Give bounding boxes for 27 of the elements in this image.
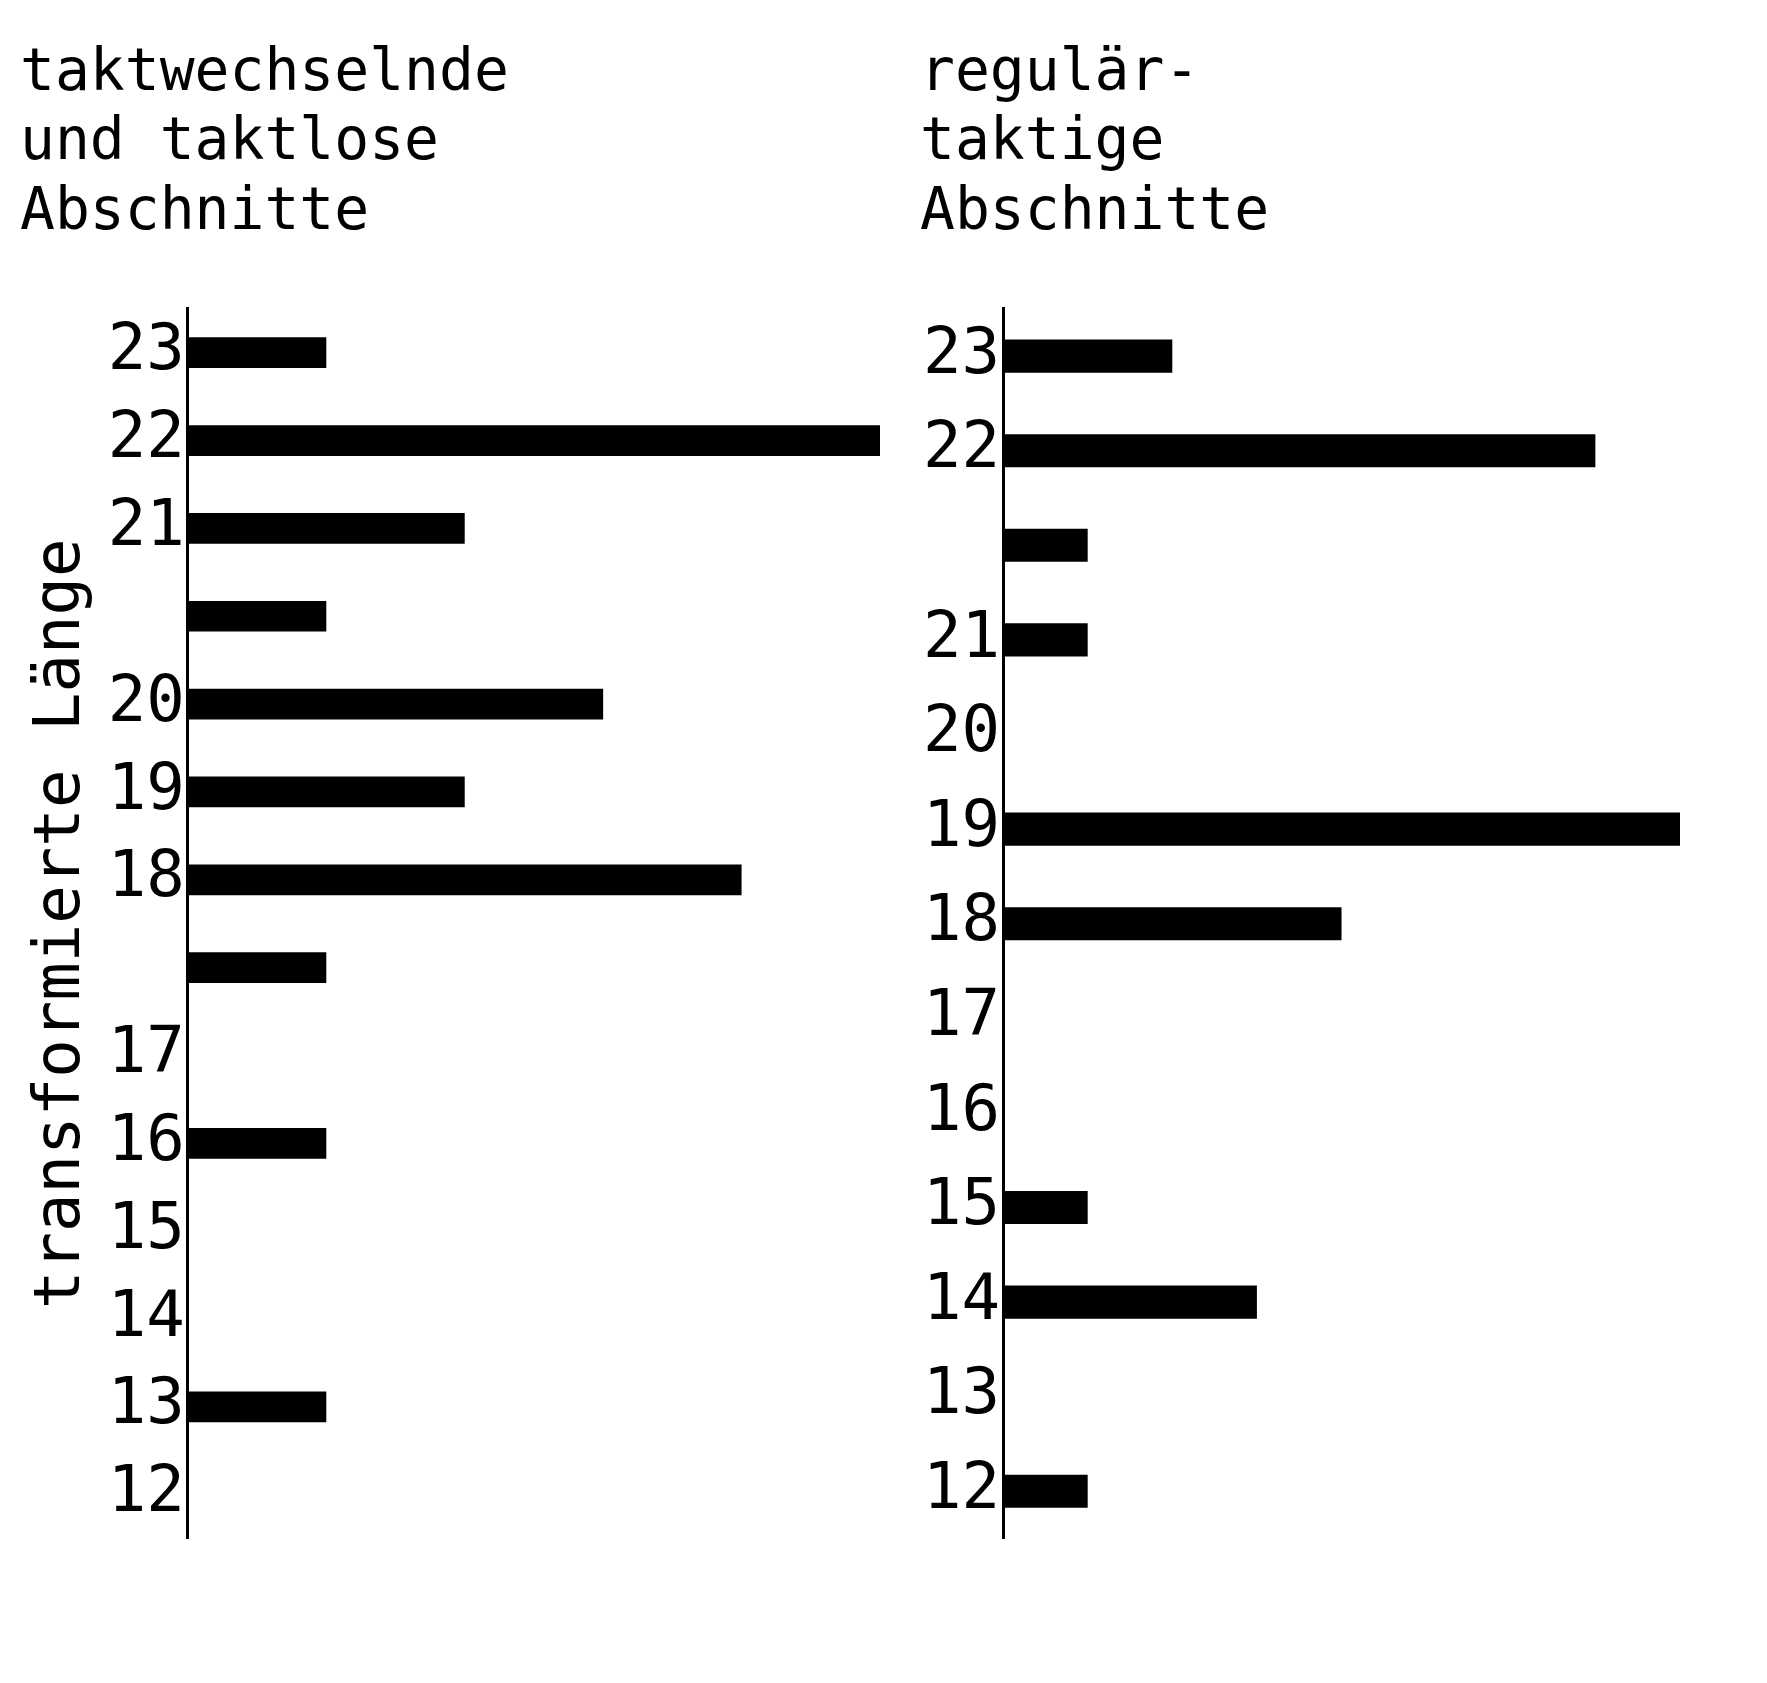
y-tick-label: 19 (107, 749, 185, 824)
y-tick-label: 16 (107, 1100, 185, 1175)
y-tick-label: 22 (923, 408, 1001, 483)
chart-title: regulär- taktige Abschnitte (920, 35, 1270, 244)
y-tick-label: 20 (923, 692, 1001, 767)
y-axis-title: transformierte Länge (20, 538, 95, 1310)
y-tick-label: 21 (923, 597, 1001, 672)
y-tick-label: 21 (107, 486, 185, 561)
y-tick-label: 12 (923, 1448, 1001, 1523)
y-tick-label: 13 (107, 1364, 185, 1439)
y-tick-label: 20 (107, 661, 185, 736)
y-tick-label: 16 (923, 1070, 1001, 1145)
y-tick-label: 18 (923, 881, 1001, 956)
y-tick-label: 18 (107, 837, 185, 912)
y-tick-label: 23 (107, 310, 185, 385)
chart-title: taktwechselnde und taktlose Abschnitte (20, 35, 509, 244)
y-tick-label: 22 (107, 398, 185, 473)
y-tick-label: 23 (923, 313, 1001, 388)
y-tick-label: 15 (923, 1165, 1001, 1240)
y-tick-label: 14 (923, 1259, 1001, 1334)
y-tick-label: 12 (107, 1452, 185, 1527)
y-tick-label: 19 (923, 786, 1001, 861)
y-tick-label: 17 (923, 975, 1001, 1050)
y-tick-label: 13 (923, 1354, 1001, 1429)
y-tick-label: 14 (107, 1276, 185, 1351)
y-tick-label: 15 (107, 1188, 185, 1263)
y-tick-label: 17 (107, 1013, 185, 1088)
